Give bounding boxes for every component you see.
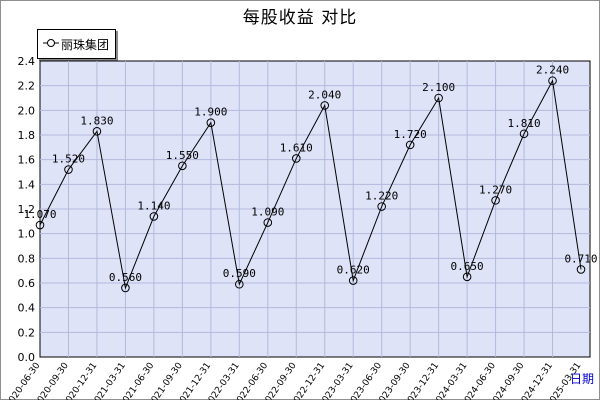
data-point (462, 272, 472, 282)
data-label: 2.100 (422, 81, 455, 94)
y-tick-label: 1.8 (18, 129, 36, 142)
data-point (377, 202, 386, 211)
data-label: 0.620 (337, 264, 370, 277)
y-tick-label: 0.2 (18, 326, 36, 339)
data-label: 0.710 (564, 252, 597, 265)
x-axis-label: 日期 (570, 372, 594, 386)
data-point (348, 276, 358, 285)
data-point (92, 127, 102, 136)
legend: 丽珠集团 (37, 29, 116, 59)
data-point (434, 93, 443, 103)
data-label: 1.720 (394, 128, 427, 141)
y-tick-label: 1.4 (18, 178, 36, 191)
data-point (320, 101, 330, 110)
x-axis-ticks: 2020-06-302020-09-302020-12-312021-03-31… (4, 361, 583, 400)
data-label: 1.830 (80, 114, 113, 127)
data-label: 1.270 (479, 183, 512, 196)
data-label: 1.550 (166, 149, 199, 162)
data-label: 2.040 (308, 88, 341, 101)
data-point (64, 165, 73, 174)
data-label: 0.650 (451, 260, 484, 273)
y-tick-label: 2.4 (18, 55, 36, 68)
y-tick-label: 2.2 (18, 80, 36, 93)
data-label: 0.560 (109, 271, 142, 284)
x-tick-label: 2020-06-30 (4, 361, 42, 400)
data-point (263, 218, 273, 227)
data-label: 1.070 (23, 208, 56, 221)
data-label: 1.610 (280, 141, 313, 154)
y-tick-label: 2.0 (18, 104, 36, 117)
data-point (405, 140, 415, 150)
data-point (291, 154, 301, 163)
data-point (178, 161, 187, 171)
grid-lines (40, 61, 590, 357)
data-label: 1.220 (365, 190, 398, 203)
data-point (35, 220, 45, 230)
legend-marker-icon (43, 39, 59, 47)
y-tick-label: 0.8 (18, 252, 36, 265)
data-point (491, 196, 500, 205)
y-tick-label: 1.6 (18, 154, 36, 167)
legend-label: 丽珠集团 (61, 38, 110, 52)
data-label: 1.090 (251, 206, 284, 219)
y-tick-label: 0.4 (18, 302, 36, 315)
data-label: 1.900 (194, 106, 227, 119)
data-point (576, 265, 586, 274)
data-point (206, 118, 216, 127)
y-tick-label: 0.6 (18, 277, 36, 290)
data-point (149, 212, 159, 221)
data-points (35, 76, 586, 293)
data-point (519, 129, 529, 139)
data-label: 1.520 (52, 153, 85, 166)
y-tick-label: 0.0 (18, 351, 36, 364)
data-label: 1.140 (137, 199, 170, 212)
data-labels: 1.070 1.520 1.830 0.560 1.140 1.550 1.900 0.590… (23, 64, 597, 284)
data-point (235, 279, 244, 289)
y-tick-label: 1.2 (18, 203, 36, 216)
chart-title: 每股收益 对比 (242, 8, 358, 28)
data-point (121, 283, 130, 293)
data-label: 1.810 (507, 117, 540, 130)
data-label: 2.240 (536, 64, 569, 77)
y-axis-ticks: 0.0 0.2 0.4 0.6 0.8 1.0 1.2 1.4 1.6 1.8 2.0 2.2 2.4 (18, 55, 36, 364)
data-point (548, 76, 557, 86)
data-label: 0.590 (223, 267, 256, 280)
series-line (39, 79, 582, 290)
y-tick-label: 1.0 (18, 228, 36, 241)
